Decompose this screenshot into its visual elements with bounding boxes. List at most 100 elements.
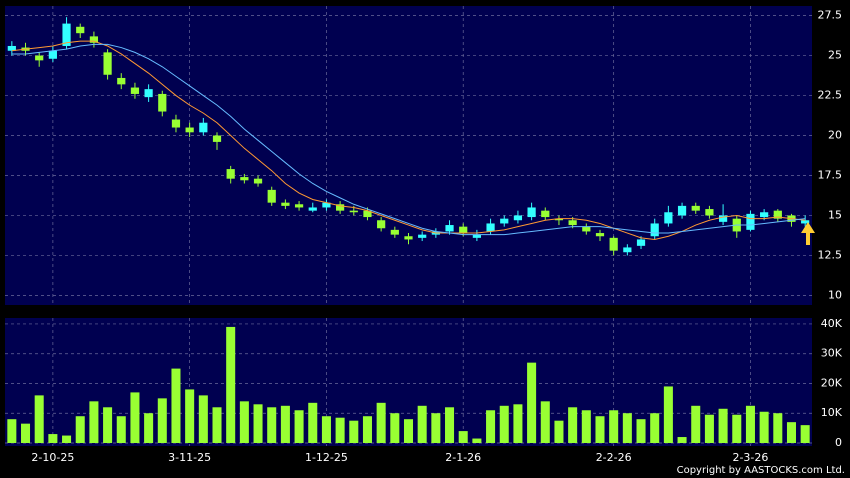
candle-body xyxy=(89,36,99,43)
candle-body xyxy=(308,207,317,211)
volume-bar xyxy=(513,404,523,443)
candle-body xyxy=(144,89,153,98)
volume-bar xyxy=(171,368,181,443)
volume-bar xyxy=(486,410,496,443)
candle-body xyxy=(117,77,126,85)
volume-bar xyxy=(308,402,318,443)
x-tick-label: 2-1-26 xyxy=(445,451,481,464)
volume-bar xyxy=(458,431,468,443)
volume-bar xyxy=(759,411,769,443)
volume-bar xyxy=(103,407,113,443)
candle-body xyxy=(773,210,782,219)
candle-body xyxy=(760,212,769,218)
candle-body xyxy=(322,202,331,208)
candle-body xyxy=(281,202,290,206)
candle-body xyxy=(500,218,509,224)
volume-bar xyxy=(362,416,372,443)
candle-body xyxy=(705,209,714,216)
candle-body xyxy=(336,204,345,211)
volume-bar xyxy=(226,326,236,443)
y-tick-label: 25 xyxy=(828,49,842,62)
volume-bar xyxy=(185,389,195,443)
y-tick-label: 27.5 xyxy=(818,9,843,22)
volume-bar xyxy=(554,420,564,443)
volume-bar xyxy=(677,437,687,443)
volume-bar xyxy=(527,362,537,443)
candle-body xyxy=(650,223,659,237)
volume-bar xyxy=(130,392,140,443)
candle-body xyxy=(185,127,194,133)
candle-body xyxy=(390,229,399,235)
volume-bar xyxy=(431,413,441,443)
volume-bar xyxy=(718,408,728,443)
candle-body xyxy=(801,220,810,224)
volume-bar xyxy=(321,416,331,443)
volume-bar xyxy=(745,405,755,443)
volume-bar xyxy=(294,410,304,443)
price-panel xyxy=(5,6,812,305)
volume-bar xyxy=(376,402,386,443)
candle-body xyxy=(445,225,454,232)
volume-bar xyxy=(349,420,359,443)
candle-body xyxy=(130,87,140,94)
candle-body xyxy=(7,45,16,51)
volume-bar xyxy=(472,438,482,443)
candle-body xyxy=(48,50,57,59)
volume-bar xyxy=(239,401,249,443)
x-tick-label: 2-2-26 xyxy=(596,451,632,464)
y-tick-label: 30K xyxy=(821,347,843,360)
candle-body xyxy=(226,169,235,179)
candle-body xyxy=(103,52,112,75)
y-tick-label: 10 xyxy=(828,288,842,301)
volume-bar xyxy=(568,407,578,443)
volume-bar xyxy=(390,413,400,443)
candle-body xyxy=(541,210,550,218)
candle-body xyxy=(609,237,618,251)
y-tick-label: 22.5 xyxy=(818,89,843,102)
volume-bar xyxy=(75,416,85,443)
volume-bar xyxy=(157,398,167,443)
volume-bar xyxy=(499,405,509,443)
x-tick-label: 3-11-25 xyxy=(168,451,211,464)
copyright: Copyright by AASTOCKS.com Ltd. xyxy=(677,465,845,476)
volume-bar xyxy=(144,413,154,443)
volume-bar xyxy=(212,407,222,443)
volume-bar xyxy=(48,434,58,443)
volume-bar xyxy=(253,404,263,443)
volume-bar xyxy=(445,407,455,443)
volume-bar xyxy=(403,419,414,443)
volume-bar xyxy=(691,405,701,443)
candle-body xyxy=(240,177,249,181)
volume-bar xyxy=(636,419,646,443)
candle-body xyxy=(554,218,564,221)
candle-body xyxy=(527,207,536,218)
volume-bar xyxy=(267,407,277,443)
volume-bar xyxy=(540,401,550,443)
candle-body xyxy=(582,226,591,232)
candle-body xyxy=(459,226,468,234)
x-tick-label: 1-12-25 xyxy=(305,451,348,464)
volume-bar xyxy=(609,410,619,443)
volume-bar xyxy=(335,417,345,443)
y-tick-label: 0 xyxy=(835,436,842,449)
y-tick-label: 12.5 xyxy=(818,248,843,261)
candle-body xyxy=(664,212,673,224)
volume-bar xyxy=(280,405,290,443)
volume-bar xyxy=(89,401,99,443)
volume-bar xyxy=(595,416,605,443)
volume-bar xyxy=(704,414,714,443)
volume-bar xyxy=(773,413,783,443)
candle-body xyxy=(363,210,372,218)
volume-bar xyxy=(198,395,208,443)
moving-average xyxy=(11,40,806,240)
volume-bar xyxy=(786,422,796,443)
y-tick-label: 40K xyxy=(821,317,843,330)
candle-body xyxy=(595,233,605,237)
candle-body xyxy=(486,223,495,232)
candle-body xyxy=(349,210,358,213)
candle-body xyxy=(404,236,413,240)
volume-bar xyxy=(650,413,660,443)
candle-body xyxy=(199,122,208,133)
arrow-marker xyxy=(801,222,815,245)
